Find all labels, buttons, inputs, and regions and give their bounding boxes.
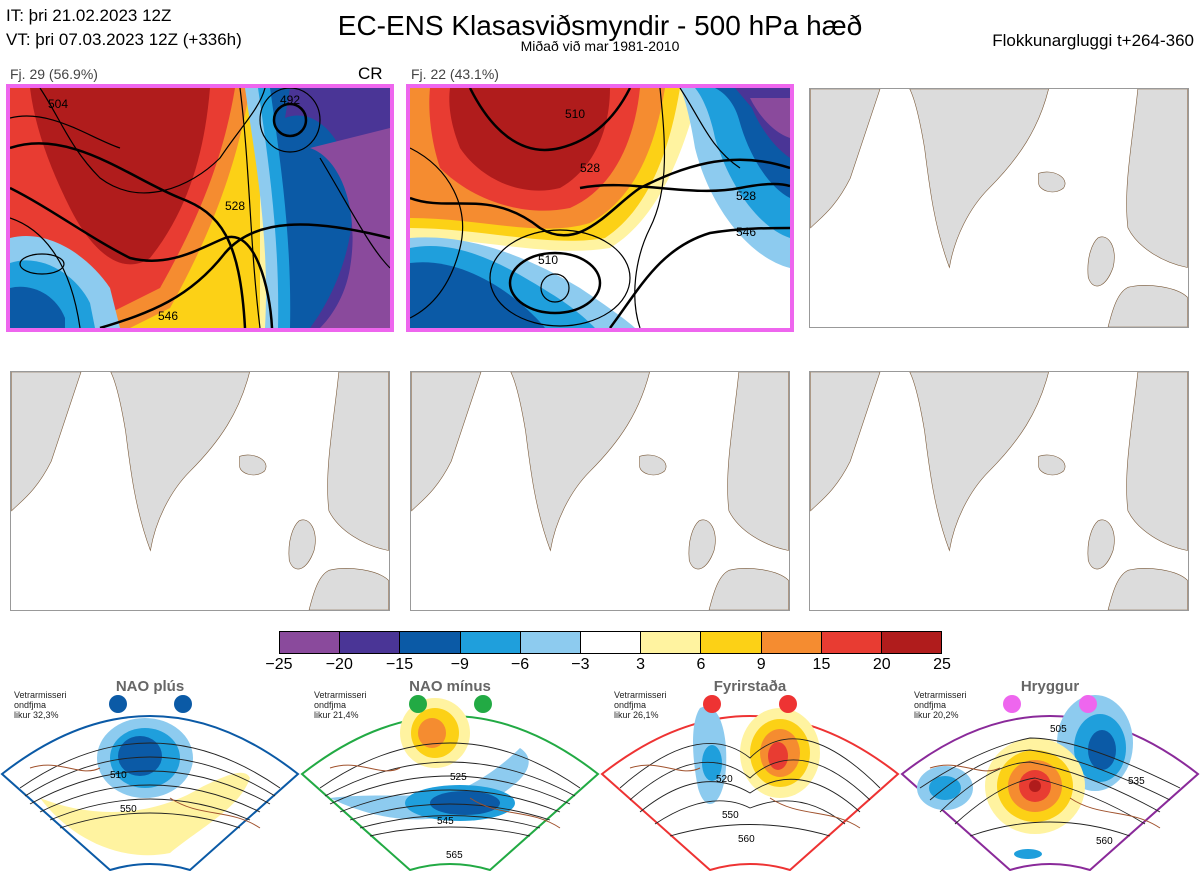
colorbar-tick-label: 25 bbox=[933, 656, 951, 673]
regime-3-label-550: 550 bbox=[722, 810, 739, 821]
colorbar-swatch bbox=[881, 632, 942, 653]
regime-1-label-550: 550 bbox=[120, 804, 137, 815]
colorbar-tick-label: 6 bbox=[696, 656, 706, 673]
classification-window: Flokkunargluggi t+264-360 bbox=[992, 31, 1194, 50]
map-land-shapes bbox=[810, 372, 1188, 610]
cluster-2-anomaly-chart: 510 528 528 546 510 bbox=[410, 88, 790, 328]
colorbar-swatch bbox=[641, 632, 702, 653]
regime-4-label-535: 535 bbox=[1128, 776, 1145, 787]
map-land-shapes bbox=[11, 372, 389, 610]
cluster-2-contour-510: 510 bbox=[565, 107, 585, 121]
regime-nao-minus-map: 525 545 565 bbox=[300, 695, 600, 871]
cluster-1-label: Fj. 29 (56.9%) bbox=[10, 66, 98, 82]
initial-time: IT: þri 21.02.2023 12Z bbox=[6, 6, 172, 25]
cluster-1-tag: CR bbox=[358, 64, 383, 83]
regime-2-label-565: 565 bbox=[446, 850, 463, 861]
regime-2-label-545: 545 bbox=[437, 816, 454, 827]
regime-ridge-map: 505 535 560 bbox=[900, 695, 1200, 871]
empty-map-4 bbox=[10, 371, 390, 611]
colorbar-tick-label: 9 bbox=[756, 656, 766, 673]
colorbar-swatch bbox=[400, 632, 461, 653]
regime-nao-plus[interactable]: 510 550 NAO plús Vetrarmisseri ondfjma lik… bbox=[0, 678, 300, 871]
regime-2-text: Vetrarmisseri ondfjma likur 21,4% bbox=[314, 690, 367, 720]
cluster-1-map[interactable]: 504 492 528 546 bbox=[6, 84, 394, 332]
regime-nao-plus-map: 510 550 bbox=[0, 695, 300, 871]
colorbar-swatch bbox=[761, 632, 822, 653]
colorbar-swatch bbox=[580, 632, 642, 653]
regime-1-label-510: 510 bbox=[110, 770, 127, 781]
colorbar-tick-label: −15 bbox=[385, 656, 414, 673]
regime-4-text: Vetrarmisseri ondfjma likur 20,2% bbox=[914, 690, 967, 720]
colorbar-tick-label: 15 bbox=[812, 656, 831, 673]
empty-map-6 bbox=[809, 371, 1189, 611]
colorbar-swatch bbox=[701, 632, 762, 653]
regime-blocking[interactable]: 520 550 560 Fyrirstaða Vetrarmisseri ondf… bbox=[600, 678, 900, 871]
anomaly-colorbar bbox=[279, 631, 942, 654]
regime-4-name: Hryggur bbox=[1020, 678, 1080, 695]
regime-4-label-505: 505 bbox=[1050, 724, 1067, 735]
cluster-1-anomaly-chart: 504 492 528 546 bbox=[10, 88, 390, 328]
colorbar-tick-label: −20 bbox=[325, 656, 353, 673]
regime-2-label-525: 525 bbox=[450, 772, 467, 783]
cluster-1-contour-504: 504 bbox=[48, 97, 68, 111]
map-land-shapes bbox=[810, 89, 1188, 327]
cluster-2-map[interactable]: 510 528 528 546 510 bbox=[406, 84, 794, 332]
colorbar-tick-label: 20 bbox=[872, 656, 891, 673]
regime-2-name: NAO mínus bbox=[409, 678, 491, 695]
cluster-2-contour-546: 546 bbox=[736, 225, 756, 239]
colorbar-swatch bbox=[280, 632, 341, 653]
colorbar-tick-label: −3 bbox=[571, 656, 590, 673]
empty-map-3 bbox=[809, 88, 1189, 328]
page-title: EC-ENS Klasasviðsmyndir - 500 hPa hæð bbox=[337, 10, 863, 41]
regime-4-label-560: 560 bbox=[1096, 836, 1113, 847]
regime-3-name: Fyrirstaða bbox=[713, 678, 787, 695]
cluster-2-contour-528: 528 bbox=[580, 161, 600, 175]
cluster-1-contour-546: 546 bbox=[158, 309, 178, 323]
colorbar-tick-label: 3 bbox=[636, 656, 646, 673]
regime-3-label-560: 560 bbox=[738, 834, 755, 845]
regime-3-label-520: 520 bbox=[716, 774, 733, 785]
regime-3-text: Vetrarmisseri ondfjma likur 26,1% bbox=[614, 690, 667, 720]
cluster-2-contour-510b: 510 bbox=[538, 253, 558, 267]
colorbar-swatch bbox=[340, 632, 401, 653]
colorbar-tick-label: −25 bbox=[265, 656, 293, 673]
colorbar-swatch bbox=[520, 632, 581, 653]
colorbar-swatch bbox=[460, 632, 521, 653]
regime-blocking-map: 520 550 560 bbox=[600, 695, 900, 871]
colorbar-tick-label: −9 bbox=[450, 656, 469, 673]
cluster-2-label: Fj. 22 (43.1%) bbox=[411, 66, 499, 82]
map-land-shapes bbox=[411, 372, 789, 610]
colorbar-swatch bbox=[821, 632, 882, 653]
regime-nao-minus[interactable]: 525 545 565 NAO mínus Vetrarmisseri ondfj… bbox=[300, 678, 600, 871]
regime-1-name: NAO plús bbox=[115, 678, 185, 695]
empty-map-5 bbox=[410, 371, 790, 611]
regime-ridge[interactable]: 505 535 560 Hryggur Vetrarmisseri ondfjma… bbox=[900, 678, 1200, 871]
valid-time: VT: þri 07.03.2023 12Z (+336h) bbox=[6, 30, 242, 49]
cluster-2-contour-528b: 528 bbox=[736, 189, 756, 203]
cluster-1-contour-492: 492 bbox=[280, 93, 300, 107]
page-subtitle: Miðað við mar 1981-2010 bbox=[520, 38, 680, 54]
colorbar-tick-label: −6 bbox=[510, 656, 530, 673]
cluster-1-contour-528: 528 bbox=[225, 199, 245, 213]
regime-1-text: Vetrarmisseri ondfjma likur 32,3% bbox=[14, 690, 67, 720]
